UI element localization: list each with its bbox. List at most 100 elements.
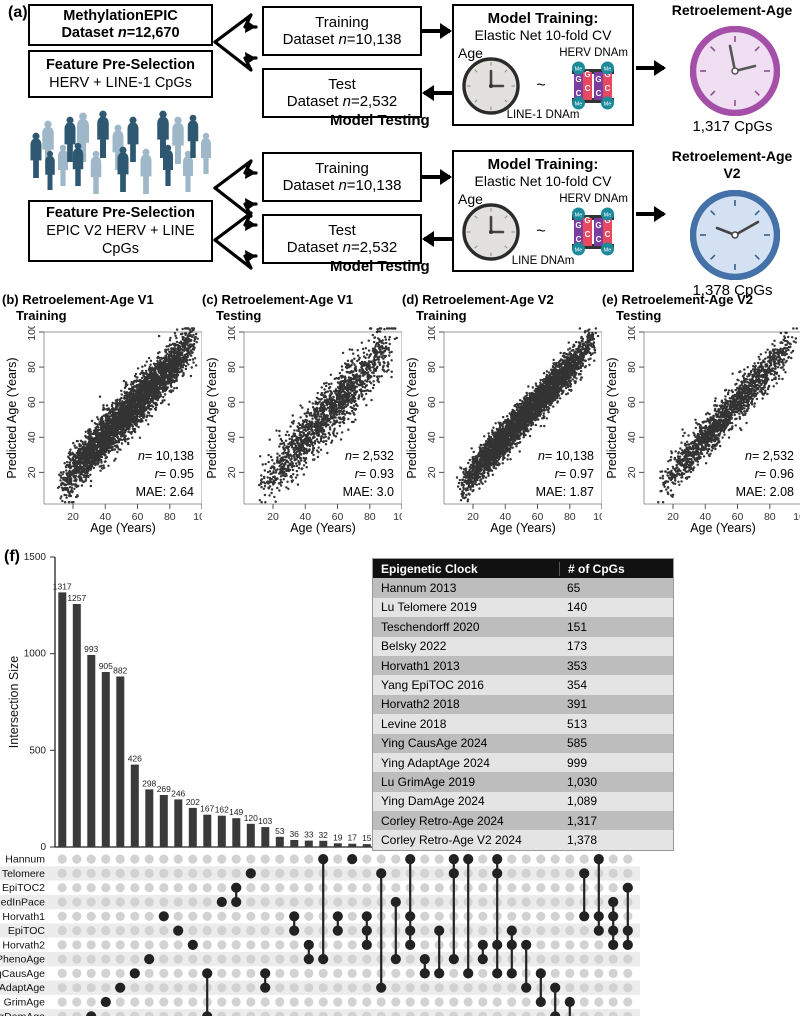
svg-text:Intersection Size: Intersection Size bbox=[7, 656, 21, 748]
svg-text:298: 298 bbox=[142, 778, 156, 788]
svg-text:n= 2,532: n= 2,532 bbox=[345, 449, 394, 463]
svg-text:Age (Years): Age (Years) bbox=[690, 521, 756, 535]
svg-text:15: 15 bbox=[362, 833, 372, 843]
svg-text:MAE: 3.0: MAE: 3.0 bbox=[343, 485, 394, 499]
svg-text:Me: Me bbox=[575, 248, 583, 254]
svg-text:20: 20 bbox=[26, 466, 38, 478]
svg-text:40: 40 bbox=[226, 431, 238, 443]
svg-text:Age (Years): Age (Years) bbox=[490, 521, 556, 535]
svg-text:Hannum: Hannum bbox=[5, 854, 45, 866]
svg-text:40: 40 bbox=[626, 431, 638, 443]
svg-text:Predicted Age (Years): Predicted Age (Years) bbox=[205, 357, 219, 478]
svg-text:103: 103 bbox=[258, 816, 272, 826]
svg-text:0: 0 bbox=[40, 842, 46, 852]
svg-text:n= 10,138: n= 10,138 bbox=[138, 449, 194, 463]
svg-text:19: 19 bbox=[333, 832, 343, 842]
svg-text:G: G bbox=[584, 70, 590, 79]
svg-text:20: 20 bbox=[67, 511, 79, 523]
svg-text:100: 100 bbox=[793, 511, 800, 523]
svg-text:17: 17 bbox=[347, 833, 357, 843]
svg-text:C: C bbox=[596, 89, 602, 98]
svg-text:Me: Me bbox=[604, 213, 612, 219]
svg-text:1257: 1257 bbox=[67, 593, 86, 603]
svg-text:1000: 1000 bbox=[24, 649, 47, 660]
svg-text:120: 120 bbox=[244, 813, 258, 823]
svg-text:40: 40 bbox=[426, 431, 438, 443]
svg-text:32: 32 bbox=[318, 830, 328, 840]
svg-text:EpiTOC: EpiTOC bbox=[8, 925, 46, 937]
svg-text:C: C bbox=[585, 84, 591, 93]
svg-text:C: C bbox=[605, 230, 611, 239]
svg-text:100: 100 bbox=[193, 511, 202, 523]
svg-text:Me: Me bbox=[575, 67, 583, 73]
svg-text:100: 100 bbox=[426, 326, 438, 341]
svg-text:1317: 1317 bbox=[53, 581, 72, 591]
svg-text:n= 10,138: n= 10,138 bbox=[538, 449, 594, 463]
svg-text:EpiTOC2: EpiTOC2 bbox=[2, 882, 45, 894]
svg-text:882: 882 bbox=[113, 666, 127, 676]
svg-text:Me: Me bbox=[604, 102, 612, 108]
svg-text:33: 33 bbox=[304, 830, 314, 840]
svg-text:80: 80 bbox=[564, 511, 576, 523]
svg-text:Predicted Age (Years): Predicted Age (Years) bbox=[405, 357, 419, 478]
svg-text:Me: Me bbox=[604, 248, 612, 254]
svg-text:r= 0.93: r= 0.93 bbox=[355, 467, 394, 481]
svg-text:G: G bbox=[595, 221, 601, 230]
svg-text:Me: Me bbox=[575, 213, 583, 219]
svg-text:60: 60 bbox=[626, 396, 638, 408]
svg-text:Predicted Age (Years): Predicted Age (Years) bbox=[5, 357, 19, 478]
svg-text:G: G bbox=[595, 75, 601, 84]
svg-text:40: 40 bbox=[26, 431, 38, 443]
svg-text:Me: Me bbox=[604, 67, 612, 73]
svg-text:1500: 1500 bbox=[24, 552, 47, 563]
svg-text:80: 80 bbox=[426, 361, 438, 373]
svg-text:80: 80 bbox=[226, 361, 238, 373]
svg-text:Horvath2: Horvath2 bbox=[2, 939, 45, 951]
svg-text:20: 20 bbox=[226, 466, 238, 478]
svg-text:20: 20 bbox=[626, 466, 638, 478]
svg-text:Me: Me bbox=[575, 102, 583, 108]
svg-text:n= 2,532: n= 2,532 bbox=[745, 449, 794, 463]
svg-text:Telomere: Telomere bbox=[2, 868, 45, 880]
svg-text:100: 100 bbox=[593, 511, 602, 523]
svg-text:G: G bbox=[584, 216, 590, 225]
svg-text:80: 80 bbox=[164, 511, 176, 523]
svg-text:80: 80 bbox=[364, 511, 376, 523]
svg-text:20: 20 bbox=[426, 466, 438, 478]
svg-text:G: G bbox=[575, 75, 581, 84]
svg-text:60: 60 bbox=[26, 396, 38, 408]
svg-text:G: G bbox=[575, 221, 581, 230]
svg-text:C: C bbox=[605, 84, 611, 93]
svg-text:202: 202 bbox=[186, 797, 200, 807]
svg-text:C: C bbox=[596, 235, 602, 244]
svg-text:Age (Years): Age (Years) bbox=[290, 521, 356, 535]
svg-text:C: C bbox=[585, 230, 591, 239]
svg-text:100: 100 bbox=[26, 326, 38, 341]
svg-text:60: 60 bbox=[226, 396, 238, 408]
svg-text:149: 149 bbox=[229, 807, 243, 817]
svg-text:PhenoAge: PhenoAge bbox=[0, 954, 45, 966]
svg-text:80: 80 bbox=[764, 511, 776, 523]
svg-text:36: 36 bbox=[289, 829, 299, 839]
svg-text:100: 100 bbox=[626, 326, 638, 341]
svg-text:905: 905 bbox=[99, 661, 113, 671]
svg-text:269: 269 bbox=[157, 784, 171, 794]
svg-text:MAE: 2.08: MAE: 2.08 bbox=[736, 485, 794, 499]
svg-text:Predicted Age (Years): Predicted Age (Years) bbox=[605, 357, 619, 478]
svg-text:53: 53 bbox=[275, 826, 285, 836]
svg-text:MAE: 2.64: MAE: 2.64 bbox=[136, 485, 194, 499]
svg-text:20: 20 bbox=[467, 511, 479, 523]
svg-text:426: 426 bbox=[128, 754, 142, 764]
svg-text:Age (Years): Age (Years) bbox=[90, 521, 156, 535]
svg-text:167: 167 bbox=[200, 804, 214, 814]
svg-text:100: 100 bbox=[226, 326, 238, 341]
svg-text:DunedInPace: DunedInPace bbox=[0, 897, 45, 909]
svg-text:246: 246 bbox=[171, 788, 185, 798]
svg-text:r= 0.96: r= 0.96 bbox=[755, 467, 794, 481]
svg-text:993: 993 bbox=[84, 644, 98, 654]
svg-text:r= 0.97: r= 0.97 bbox=[555, 467, 594, 481]
svg-text:80: 80 bbox=[626, 361, 638, 373]
